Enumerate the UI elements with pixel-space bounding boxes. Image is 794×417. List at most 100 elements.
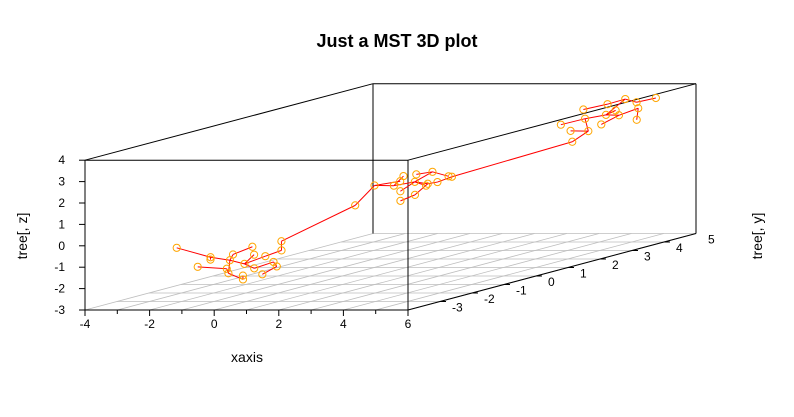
y-tick-label: 5 [708,233,715,247]
data-point [580,114,590,123]
x-tick-label: 0 [211,317,218,331]
mst-edge [244,263,255,269]
z-tick-label: 0 [58,239,65,253]
mst-edge [625,98,637,103]
plot-box [84,83,697,311]
data-point [444,172,453,181]
y-tick-label: 1 [580,267,587,281]
data-point [634,104,643,113]
mst-edge [374,180,401,186]
data-point [566,126,575,135]
mst-edge [416,171,433,175]
mst-edge [601,114,620,125]
mst-bridge-edge [451,141,573,178]
data-point [238,271,248,280]
grid-line-x [310,233,600,311]
data-points [172,93,660,284]
data-point [272,262,281,271]
z-tick-label: -3 [54,303,65,317]
y-tick-label: 4 [676,241,683,255]
mst-edge [265,249,282,257]
data-point [399,171,408,181]
data-point [193,262,202,271]
data-point [238,275,248,284]
chart-title: Just a MST 3D plot [316,31,477,51]
data-point [351,201,360,210]
data-point [261,252,270,261]
z-axis-label: tree[, z] [14,213,30,260]
y-axis-label: tree[, y] [749,213,765,260]
data-point [277,237,286,246]
mst-edge [437,176,453,183]
y-tick-label: 3 [644,250,651,264]
data-point [249,250,259,259]
grid-line-x [149,233,438,311]
mst-bridge-edge [281,204,356,242]
y-tick-label: -2 [484,292,495,306]
y-tick-label: 0 [548,275,555,289]
data-point [621,94,630,104]
mst-edge [400,194,416,202]
box-edge [407,83,697,161]
data-point [651,93,660,103]
data-point [206,255,215,264]
data-point [632,115,641,124]
data-point [611,106,620,115]
z-tick-label: -2 [54,282,65,296]
axes: -4 -2 0 2 4 6 -3 -2 -1 0 1 2 3 4 -3 -2 -1 0 1 2 3 4 5 [54,153,715,331]
x-tick-label: 6 [405,317,412,331]
mst-edge [262,265,278,275]
data-point [603,100,612,109]
data-point [579,105,588,114]
mst-edge [400,181,416,192]
x-tick-label: -4 [80,317,91,331]
z-tick-label: 2 [58,196,65,210]
z-tick-label: 3 [58,175,65,189]
grid-line-x [117,233,406,311]
data-point [597,120,606,129]
z-tick-label: 4 [58,153,65,167]
data-point [258,270,267,279]
x-tick-label: 4 [340,317,347,331]
data-point [250,264,259,273]
box-edge [407,233,697,311]
grid-line-x [375,233,664,311]
data-point [410,177,419,186]
data-point [423,179,432,188]
mst-edge [607,98,626,105]
data-point [412,170,421,179]
mst-edge [618,107,639,116]
data-point [584,127,593,136]
data-point [222,264,231,273]
z-tick-label: -1 [54,260,65,274]
data-point [396,196,405,205]
x-tick-label: 2 [275,317,282,331]
data-point [396,177,405,186]
mst-edge [354,185,375,206]
data-point [632,98,641,107]
mst-edge [229,259,245,265]
data-point [447,172,457,181]
mst-edge [273,261,278,267]
mst-edge [583,103,608,110]
box-edge [84,83,374,161]
data-point [228,250,238,259]
mst-edge [636,108,639,120]
y-tick-label: -3 [452,301,463,315]
data-point [172,243,181,252]
data-point [433,177,442,187]
grid-line-x [181,233,471,311]
mst-edges [176,97,656,280]
grid-line-x [246,233,535,311]
mst-edge [227,260,231,274]
data-point [370,181,379,190]
x-axis-label: xaxis [231,349,263,365]
mst-edge [571,130,589,143]
data-point [389,181,398,190]
grid-line-x [343,233,632,311]
data-point [568,137,577,146]
x-tick-label: -2 [144,317,155,331]
data-point [556,120,565,129]
data-point [248,242,257,251]
